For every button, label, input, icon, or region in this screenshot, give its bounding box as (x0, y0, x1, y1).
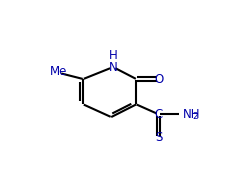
Text: Me: Me (50, 65, 67, 78)
Text: NH: NH (183, 108, 200, 121)
Text: C: C (154, 108, 163, 121)
Text: S: S (155, 131, 162, 144)
Text: 2: 2 (193, 112, 198, 121)
Text: O: O (155, 72, 164, 85)
Text: H: H (109, 48, 118, 61)
Text: N: N (109, 61, 118, 74)
